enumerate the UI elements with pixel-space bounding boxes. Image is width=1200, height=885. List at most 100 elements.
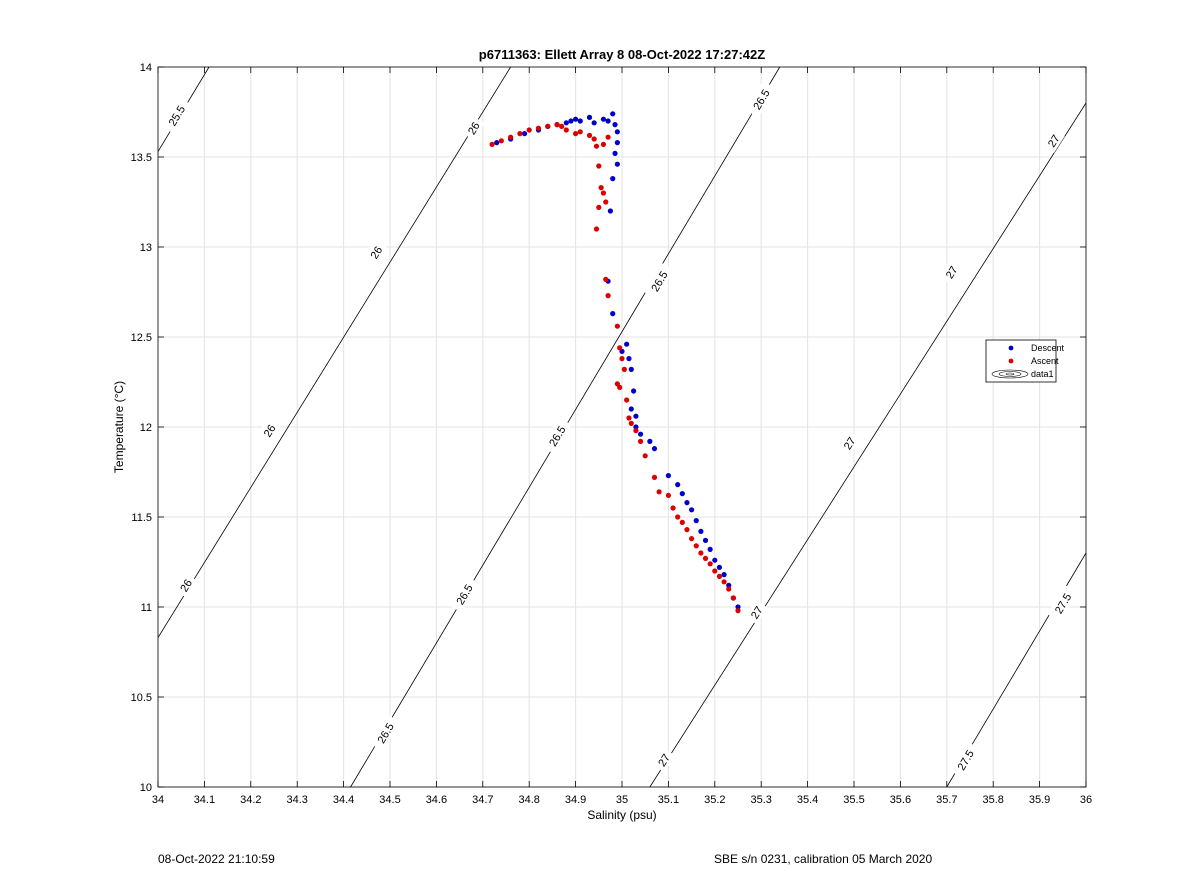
ascent-point	[596, 163, 602, 169]
descent-point	[689, 507, 695, 513]
ascent-point	[637, 438, 644, 444]
x-tick-label: 34.2	[240, 794, 261, 806]
ascent-point	[633, 428, 639, 434]
ascent-point	[702, 555, 709, 562]
contour-label: 26	[262, 423, 279, 440]
contour-label-background	[837, 430, 861, 456]
ascent-point	[559, 123, 565, 129]
ascent-point	[684, 527, 690, 533]
x-tick-label: 35.9	[1029, 794, 1050, 806]
x-tick-label: 35.7	[936, 794, 957, 806]
x-tick-label: 34.9	[565, 794, 586, 806]
contour-label-background	[461, 115, 485, 141]
contour-label-background	[541, 417, 572, 455]
descent-point	[735, 604, 741, 610]
contour-label: 27	[656, 752, 673, 769]
ascent-point	[698, 550, 704, 556]
x-tick-label: 34.3	[286, 794, 307, 806]
descent-point	[631, 388, 637, 394]
contour-label-background	[939, 259, 963, 285]
ascent-point	[689, 536, 695, 542]
legend-marker-data1	[991, 369, 1029, 379]
density-contour-line	[157, 66, 511, 638]
contour-label: 26	[369, 245, 386, 262]
x-tick-label: 35.6	[890, 794, 911, 806]
x-tick-label: 35.2	[704, 794, 725, 806]
descent-point	[626, 356, 632, 362]
ascent-point	[707, 561, 713, 567]
ascent-point	[651, 474, 658, 480]
ascent-point	[508, 134, 514, 140]
ascent-point	[603, 276, 609, 282]
ascent-point	[591, 136, 597, 142]
y-tick-label: 13.5	[131, 152, 152, 164]
legend-box	[985, 339, 1057, 383]
descent-point	[684, 500, 690, 506]
legend: Descent Ascent data1	[985, 339, 1065, 383]
contour-label-background	[651, 747, 676, 773]
contour-label-background	[1047, 584, 1078, 622]
ascent-point	[600, 190, 607, 196]
density-contour-line	[649, 102, 1087, 788]
descent-point	[586, 114, 593, 120]
ascent-point	[670, 505, 676, 511]
ascent-point	[489, 141, 495, 147]
descent-point	[573, 116, 579, 122]
ascent-point	[621, 366, 627, 372]
descent-point	[610, 111, 616, 117]
ascent-point	[626, 415, 632, 421]
ascent-point	[526, 127, 532, 133]
ascent-point	[605, 293, 611, 299]
ascent-point	[726, 586, 732, 592]
legend-label-ascent: Ascent	[1031, 356, 1059, 366]
ascent-point	[596, 204, 602, 210]
contour-label: 26	[466, 120, 483, 137]
ascent-point	[577, 129, 583, 135]
x-tick-label: 35.1	[658, 794, 679, 806]
ascent-point	[642, 453, 648, 459]
y-tick-label: 11.5	[131, 512, 152, 524]
ascent-point	[545, 123, 551, 129]
footer-calibration: SBE s/n 0231, calibration 05 March 2020	[714, 852, 933, 866]
y-axis-label: Temperature (°C)	[112, 381, 126, 473]
descent-point	[610, 176, 616, 182]
ascent-point	[517, 131, 523, 137]
descent-point	[633, 413, 639, 419]
data-points	[489, 111, 741, 614]
descent-point	[521, 131, 528, 137]
contour-label-background	[364, 239, 388, 265]
x-tick-label: 34.7	[472, 794, 493, 806]
descent-point	[651, 446, 658, 452]
x-tick-label: 35	[616, 794, 628, 806]
axis-ticks: 34 34.1 34.2 34.3 34.4 34.5 34.6 34.7 34.8 34.9 35…	[131, 62, 1093, 806]
ascent-point	[617, 384, 623, 390]
contour-label-background	[160, 96, 192, 134]
x-tick-label: 35.5	[843, 794, 864, 806]
footer-timestamp: 08-Oct-2022 21:10:59	[158, 852, 275, 866]
legend-label-descent: Descent	[1031, 343, 1065, 353]
descent-point	[591, 120, 597, 126]
ascent-point	[614, 323, 620, 329]
descent-point	[577, 118, 583, 124]
descent-point	[628, 406, 634, 412]
x-tick-label: 35.4	[797, 794, 818, 806]
ascent-point	[693, 543, 699, 549]
ascent-point	[603, 199, 609, 205]
contour-label-background	[448, 575, 479, 613]
ascent-point	[716, 573, 723, 580]
descent-point	[698, 528, 704, 535]
x-tick-label: 34.4	[333, 794, 354, 806]
descent-point	[693, 518, 699, 524]
ascent-point	[498, 138, 504, 144]
descent-point	[637, 431, 644, 437]
descent-point	[721, 572, 727, 578]
descent-point	[494, 140, 500, 146]
contour-label-background	[1041, 128, 1065, 153]
descent-point	[568, 118, 574, 124]
descent-point	[665, 473, 672, 479]
y-tick-label: 10.5	[131, 692, 152, 704]
y-tick-label: 10	[140, 782, 152, 794]
descent-point	[675, 482, 681, 488]
ascent-point	[598, 185, 604, 191]
